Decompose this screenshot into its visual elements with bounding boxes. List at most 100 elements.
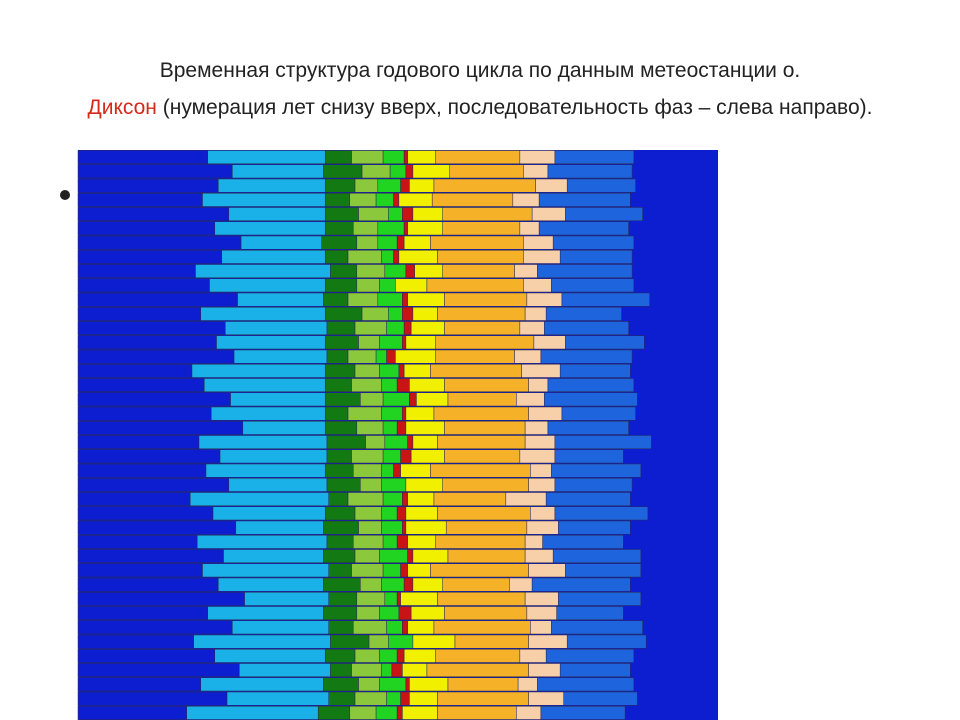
bar-segment: [354, 549, 380, 563]
bar-segment: [324, 364, 356, 378]
bar-segment: [405, 406, 435, 421]
bar-segment: [358, 520, 382, 535]
bar-segment: [400, 592, 438, 606]
bar-segment: [526, 606, 557, 620]
bar-segment: [437, 706, 517, 720]
bar-segment: [545, 307, 622, 321]
bar-segment: [354, 649, 380, 663]
bar-segment: [435, 349, 515, 364]
bar-segment: [388, 634, 414, 649]
bar-segment: [323, 549, 356, 563]
bar-segment: [77, 392, 231, 407]
bar-segment: [407, 221, 443, 236]
bar-segment: [389, 164, 407, 179]
bar-segment: [244, 592, 329, 606]
bar-segment: [358, 207, 389, 221]
bar-segment: [323, 606, 358, 620]
bar-segment: [551, 463, 642, 478]
bar-segment: [379, 335, 403, 350]
bar-segment: [531, 207, 566, 221]
bar-segment: [523, 164, 549, 179]
bar-segment: [219, 449, 328, 464]
bar-segment: [402, 207, 414, 221]
bar-segment: [225, 321, 328, 335]
bar-segment: [410, 449, 445, 464]
bar-segment: [551, 620, 643, 635]
bar-segment: [407, 435, 414, 449]
bar-segment: [323, 520, 359, 535]
bar-segment: [207, 150, 326, 164]
bar-segment: [351, 563, 384, 578]
bar-segment: [528, 691, 564, 706]
bar-segment: [407, 150, 436, 164]
bar-segment: [326, 321, 356, 335]
bar-segment: [77, 478, 230, 492]
bar-segment: [528, 478, 556, 492]
bar-segment: [403, 364, 431, 378]
bar-segment: [524, 435, 556, 449]
bar-segment: [323, 164, 363, 179]
bar-segment: [552, 235, 635, 250]
bar-segment: [77, 250, 223, 264]
bar-segment: [324, 506, 356, 521]
bar-segment: [514, 264, 538, 278]
bar-segment: [205, 463, 326, 478]
bar-segment: [435, 649, 521, 663]
bar-segment: [444, 421, 526, 435]
bar-segment: [356, 264, 386, 278]
bar-segment: [398, 606, 412, 620]
bar-segment: [361, 164, 391, 179]
bar-segment: [382, 150, 405, 164]
bar-segment: [396, 378, 410, 392]
bar-segment: [551, 278, 635, 293]
bar-segment: [382, 392, 410, 407]
bar-segment: [402, 335, 407, 350]
bar-segment: [381, 463, 394, 478]
bar-segment: [381, 378, 398, 392]
bar-segment: [540, 706, 626, 720]
bar-segment: [554, 449, 624, 464]
bar-segment: [382, 449, 401, 464]
bar-segment: [77, 520, 237, 535]
bar-segment: [400, 463, 431, 478]
bar-segment: [409, 677, 449, 692]
bar-segment: [351, 150, 384, 164]
bar-segment: [77, 164, 233, 179]
bar-segment: [433, 620, 531, 635]
bar-segment: [381, 520, 403, 535]
bar-segment: [407, 620, 435, 635]
bar-segment: [442, 577, 510, 592]
bar-segment: [538, 221, 629, 236]
bar-segment: [195, 264, 331, 278]
bar-segment: [523, 278, 552, 293]
bar-segment: [77, 691, 228, 706]
bar-segment: [375, 706, 398, 720]
bar-segment: [232, 164, 324, 179]
bar-segment: [405, 164, 414, 179]
bar-segment: [526, 292, 563, 307]
bar-segment: [407, 535, 436, 549]
bar-segment: [426, 663, 529, 677]
bar-segment: [358, 677, 380, 692]
bar-segment: [559, 250, 633, 264]
bar-segment: [558, 520, 631, 535]
bar-segment: [377, 292, 403, 307]
bar-segment: [77, 150, 209, 164]
bar-segment: [386, 321, 405, 335]
bar-segment: [512, 193, 540, 207]
bar-segment: [435, 150, 521, 164]
bar-segment: [402, 663, 428, 677]
bar-segment: [535, 178, 568, 193]
bar-segment: [524, 549, 554, 563]
bar-segment: [381, 406, 403, 421]
bar-segment: [556, 606, 624, 620]
bar-segment: [537, 264, 633, 278]
bar-segment: [449, 164, 524, 179]
bar-segment: [323, 677, 359, 692]
bar-segment: [324, 463, 354, 478]
bar-segment: [528, 378, 549, 392]
bar-segment: [435, 335, 535, 350]
bar-segment: [330, 264, 358, 278]
bar-segment: [396, 235, 405, 250]
